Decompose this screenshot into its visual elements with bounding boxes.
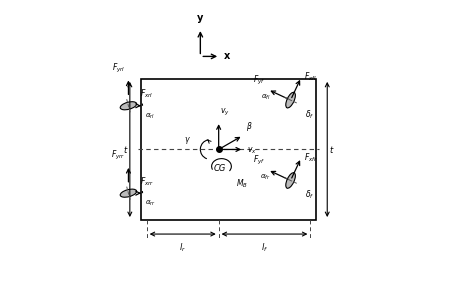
- Text: $F_{xfl}$: $F_{xfl}$: [304, 71, 317, 83]
- Bar: [141, 79, 316, 220]
- Text: $v_x$: $v_x$: [247, 146, 256, 156]
- Text: $\bf{x}$: $\bf{x}$: [223, 51, 231, 61]
- Text: $F_{xrr}$: $F_{xrr}$: [140, 175, 154, 188]
- Text: $\alpha_{fl}$: $\alpha_{fl}$: [261, 93, 271, 102]
- Text: $\delta_f$: $\delta_f$: [305, 109, 314, 121]
- Text: $M_B$: $M_B$: [236, 178, 247, 190]
- Ellipse shape: [286, 173, 295, 188]
- Text: $t$: $t$: [123, 144, 128, 155]
- Text: $\alpha_{rr}$: $\alpha_{rr}$: [146, 199, 156, 208]
- Text: $\beta$: $\beta$: [246, 120, 253, 133]
- Text: $t$: $t$: [328, 144, 334, 155]
- Text: $v_y$: $v_y$: [220, 107, 230, 118]
- Ellipse shape: [286, 92, 295, 108]
- Text: $\bf{y}$: $\bf{y}$: [196, 13, 204, 25]
- Text: $\delta_f$: $\delta_f$: [305, 189, 314, 201]
- Text: $F_{yf}$: $F_{yf}$: [253, 154, 265, 167]
- Text: $F_{xfr}$: $F_{xfr}$: [304, 151, 318, 164]
- Ellipse shape: [120, 189, 137, 197]
- Text: $F_{xrl}$: $F_{xrl}$: [140, 88, 153, 100]
- Text: $\alpha_{rl}$: $\alpha_{rl}$: [146, 111, 155, 121]
- Text: $l_f$: $l_f$: [261, 241, 268, 254]
- Text: $\alpha_{fr}$: $\alpha_{fr}$: [260, 173, 271, 182]
- Text: $F_{yrr}$: $F_{yrr}$: [111, 149, 126, 162]
- Text: CG: CG: [214, 164, 226, 173]
- Text: $F_{yrl}$: $F_{yrl}$: [112, 62, 126, 75]
- Text: $\gamma$: $\gamma$: [183, 135, 191, 147]
- Ellipse shape: [120, 102, 137, 110]
- Text: $l_r$: $l_r$: [179, 241, 186, 254]
- Text: $F_{yf}$: $F_{yf}$: [253, 74, 265, 87]
